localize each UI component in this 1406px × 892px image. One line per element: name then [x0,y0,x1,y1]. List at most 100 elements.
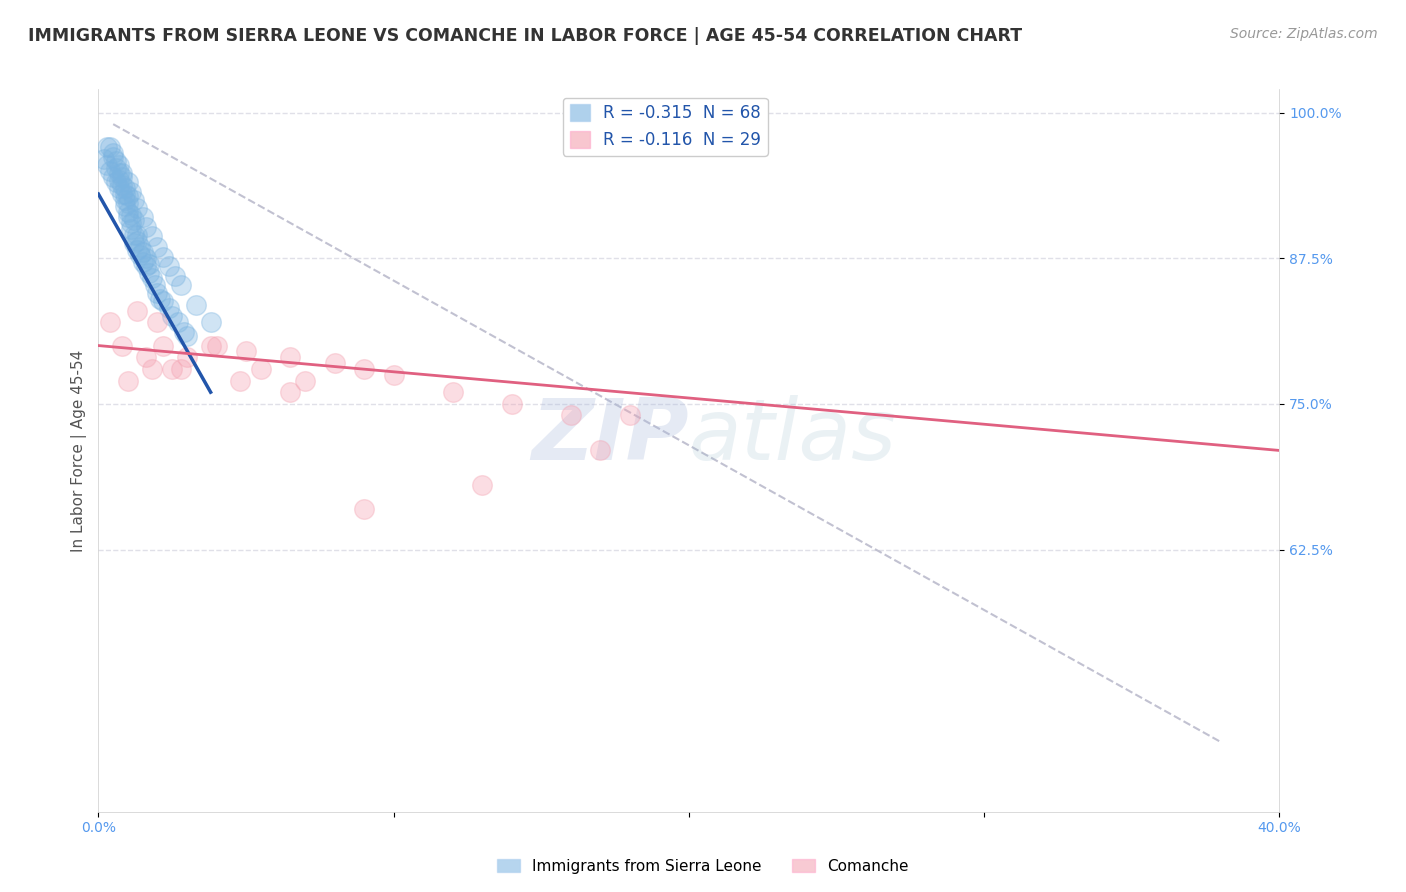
Point [125,234,148,248]
Point [152,294,174,309]
Point [152,250,174,264]
Point [135,219,157,234]
Point [128,248,150,262]
Point [501,397,523,411]
Text: IMMIGRANTS FROM SIERRA LEONE VS COMANCHE IN LABOR FORCE | AGE 45-54 CORRELATION : IMMIGRANTS FROM SIERRA LEONE VS COMANCHE… [28,27,1022,45]
Point [441,385,464,400]
Point [170,362,193,376]
Point [111,187,134,202]
Point [120,185,142,199]
Point [114,199,136,213]
Point [205,338,228,352]
Point [117,374,139,388]
Point [173,325,195,339]
Point [120,222,142,236]
Point [108,173,131,187]
Point [200,338,222,352]
Point [98,315,121,329]
Point [125,303,148,318]
Legend: Immigrants from Sierra Leone, Comanche: Immigrants from Sierra Leone, Comanche [491,853,915,880]
Point [98,140,121,154]
Point [382,368,405,382]
Point [184,298,207,312]
Point [146,239,169,253]
Point [132,245,155,260]
Point [105,176,128,190]
Point [167,315,190,329]
Point [103,150,125,164]
Point [114,193,136,207]
Point [122,193,145,207]
Point [157,260,180,274]
Point [117,211,139,225]
Point [108,158,131,172]
Point [280,385,302,400]
Point [280,350,302,364]
Point [146,286,169,301]
Point [135,260,157,274]
Point [619,409,641,423]
Point [125,201,148,215]
Point [111,338,134,352]
Point [122,235,145,250]
Point [353,501,375,516]
Point [103,169,125,184]
Text: atlas: atlas [689,394,897,477]
Point [138,257,160,271]
Point [111,178,134,192]
Point [135,251,157,265]
Point [114,187,136,202]
Point [111,169,134,184]
Point [353,362,375,376]
Point [117,204,139,219]
Text: ZIP: ZIP [531,394,689,477]
Y-axis label: In Labor Force | Age 45-54: In Labor Force | Age 45-54 [72,350,87,551]
Legend: R = -0.315  N = 68, R = -0.116  N = 29: R = -0.315 N = 68, R = -0.116 N = 29 [562,97,768,155]
Point [98,163,121,178]
Point [170,277,193,292]
Point [138,266,160,280]
Point [323,356,346,370]
Point [176,350,198,364]
Point [117,176,139,190]
Point [141,271,163,285]
Point [111,166,134,180]
Point [235,344,257,359]
Point [105,161,128,176]
Text: Source: ZipAtlas.com: Source: ZipAtlas.com [1230,27,1378,41]
Point [114,181,136,195]
Point [122,227,145,242]
Point [560,409,582,423]
Point [162,310,183,324]
Point [157,301,180,316]
Point [250,362,273,376]
Point [200,315,222,329]
Point [128,239,150,253]
Point [589,443,612,458]
Point [117,196,139,211]
Point [152,338,174,352]
Point [162,362,183,376]
Point [108,181,131,195]
Point [229,374,252,388]
Point [132,254,155,268]
Point [96,158,118,172]
Point [96,140,118,154]
Point [93,152,115,166]
Point [105,154,128,169]
Point [141,362,163,376]
Point [176,329,198,343]
Point [120,208,142,222]
Point [125,243,148,257]
Point [108,166,131,180]
Point [294,374,316,388]
Point [165,268,187,283]
Point [125,227,148,242]
Point [146,315,169,329]
Point [149,292,172,306]
Point [132,211,155,225]
Point [143,277,166,292]
Point [117,189,139,203]
Point [135,350,157,364]
Point [141,229,163,244]
